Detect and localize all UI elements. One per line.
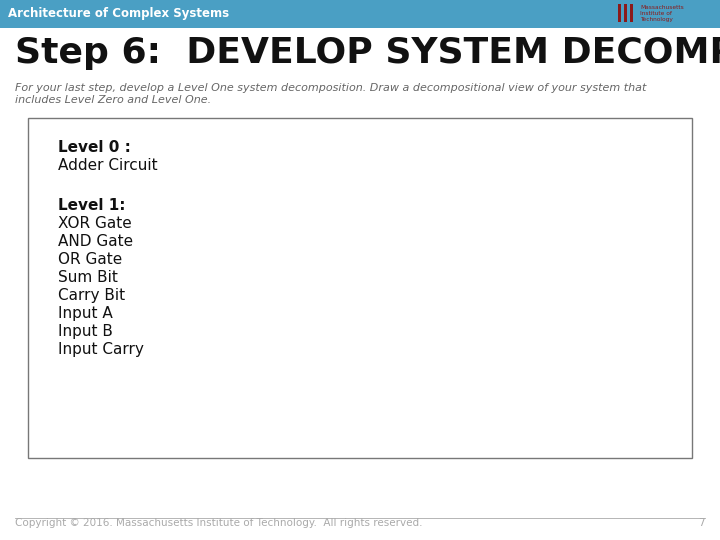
Bar (624, 4, 627, 22)
Bar (630, 4, 633, 22)
Text: Level 0 :: Level 0 : (58, 140, 131, 155)
Text: AND Gate: AND Gate (58, 234, 133, 249)
Text: Adder Circuit: Adder Circuit (58, 158, 158, 173)
Text: Input B: Input B (58, 324, 113, 339)
Text: Input A: Input A (58, 306, 113, 321)
Text: Massachusetts
Institute of
Technology: Massachusetts Institute of Technology (640, 5, 684, 22)
Text: Input Carry: Input Carry (58, 342, 144, 357)
Text: OR Gate: OR Gate (58, 252, 122, 267)
Bar (618, 4, 621, 22)
Bar (0, 0, 720, 28)
Text: XOR Gate: XOR Gate (58, 216, 132, 231)
Text: Level 1:: Level 1: (58, 198, 125, 213)
Text: Sum Bit: Sum Bit (58, 270, 118, 285)
Bar (28, 118, 692, 458)
Text: Copyright © 2016. Massachusetts Institute of Technology.  All rights reserved.: Copyright © 2016. Massachusetts Institut… (15, 518, 423, 528)
Text: Carry Bit: Carry Bit (58, 288, 125, 303)
Text: For your last step, develop a Level One system decomposition. Draw a decompositi: For your last step, develop a Level One … (15, 83, 647, 105)
Text: Step 6:  DEVELOP SYSTEM DECOMPOSITION: Step 6: DEVELOP SYSTEM DECOMPOSITION (15, 36, 720, 70)
Text: 7: 7 (698, 518, 705, 528)
Text: Architecture of Complex Systems: Architecture of Complex Systems (8, 8, 229, 21)
